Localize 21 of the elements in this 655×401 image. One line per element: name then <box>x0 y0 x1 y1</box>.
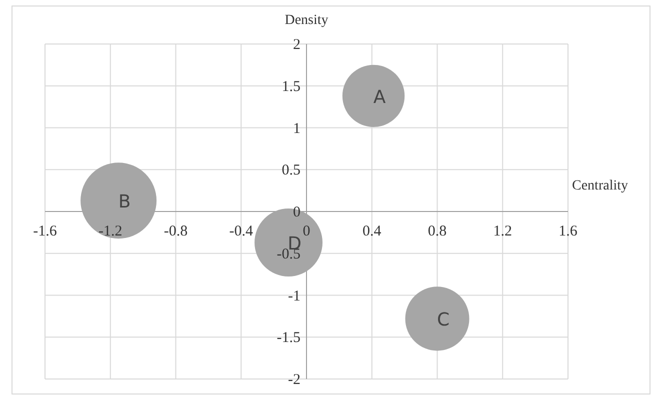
x-tick-label: 1.2 <box>493 224 512 240</box>
x-tick-label: -1.2 <box>98 224 122 240</box>
y-tick-label: 2 <box>293 37 300 53</box>
x-tick-label: -0.8 <box>164 224 188 240</box>
y-axis-title: Density <box>284 13 328 28</box>
annotation: C <box>436 310 450 331</box>
annotation: A <box>373 86 386 108</box>
y-tick-label: 1 <box>293 120 300 137</box>
x-tick-label: 1.6 <box>558 224 578 240</box>
x-tick-label: -0.4 <box>229 224 254 240</box>
x-tick-label: 0.8 <box>428 224 447 240</box>
y-tick-label: 0 <box>293 204 300 220</box>
x-tick-label: -1.6 <box>33 224 58 240</box>
x-tick-label: 0.4 <box>362 224 382 240</box>
y-tick-label: 1.5 <box>282 78 300 95</box>
x-axis-title: Centrality <box>572 178 628 194</box>
y-tick-label: -1.5 <box>276 330 300 346</box>
y-tick-label: -2 <box>288 372 300 388</box>
y-tick-label: -1 <box>288 288 300 304</box>
annotation: B <box>118 192 131 213</box>
y-tick-label: 0.5 <box>282 162 300 179</box>
